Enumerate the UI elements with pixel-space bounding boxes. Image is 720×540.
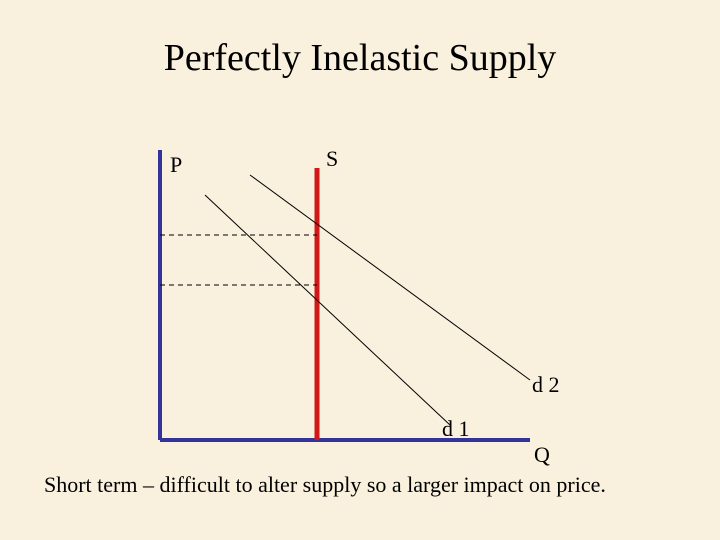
demand-line-d1 — [205, 195, 450, 425]
caption-text: Short term – difficult to alter supply s… — [44, 472, 606, 498]
label-s: S — [326, 146, 338, 172]
chart-svg — [0, 0, 720, 540]
label-p: P — [170, 152, 182, 178]
label-d2: d 2 — [532, 372, 560, 398]
label-q: Q — [534, 442, 550, 468]
demand-line-d2 — [250, 175, 530, 380]
label-d1: d 1 — [442, 416, 470, 442]
